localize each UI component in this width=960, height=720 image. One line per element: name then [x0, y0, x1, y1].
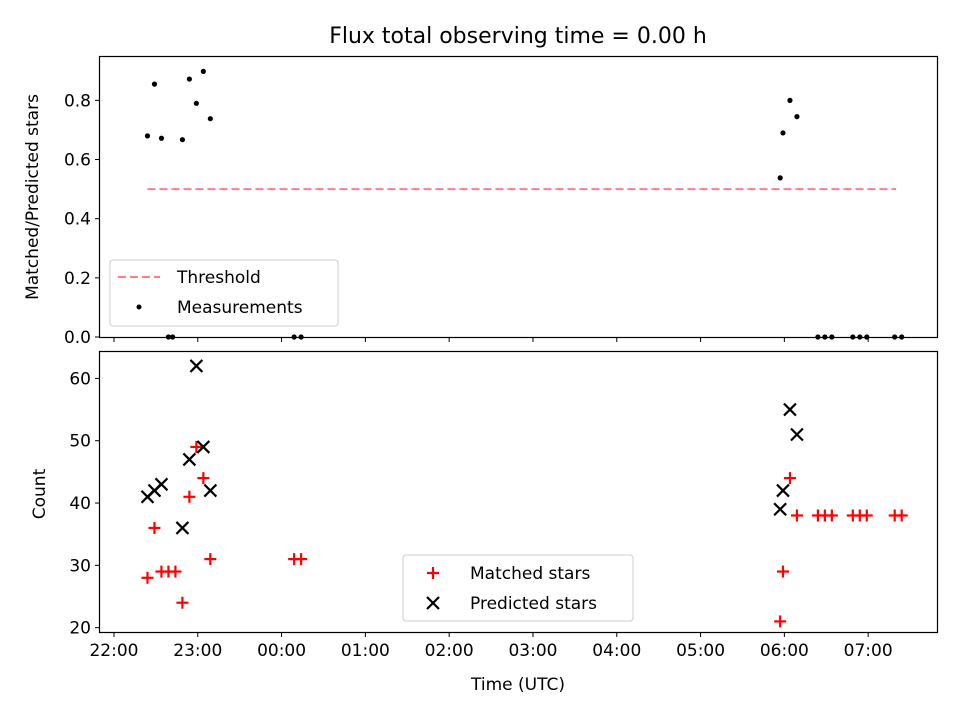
predicted-star-point	[776, 483, 790, 498]
predicted-star-point	[203, 483, 218, 498]
predicted-star-point	[773, 502, 787, 517]
x-tick-label: 06:00	[760, 641, 809, 661]
matched-star-point	[176, 596, 189, 609]
measurements-legend-label: Measurements	[177, 298, 303, 318]
bottom-y-axis-label: Count	[30, 468, 50, 519]
top-y-tick-label: 0.4	[64, 210, 91, 230]
measurement-point	[144, 133, 151, 139]
measurement-point	[777, 175, 783, 181]
predicted-legend-symbol	[426, 596, 440, 610]
measurement-point	[186, 76, 192, 82]
matched-star-point	[783, 472, 796, 485]
measurement-point	[151, 81, 158, 87]
measurement-point	[158, 135, 165, 141]
x-tick-label: 04:00	[592, 641, 641, 661]
x-tick-label: 22:00	[89, 641, 138, 661]
matched-star-point	[860, 509, 873, 522]
matched-star-point	[295, 553, 308, 566]
matched-star-point	[148, 521, 161, 534]
bottom-legend-box	[402, 554, 634, 622]
top-y-tick-label: 0.2	[64, 269, 91, 289]
x-tick-label: 05:00	[676, 641, 725, 661]
matched-star-point	[895, 509, 908, 522]
matched-star-point	[776, 565, 789, 578]
predicted-star-point	[790, 427, 804, 442]
x-tick-label: 01:00	[341, 641, 390, 661]
measurement-point	[179, 137, 186, 143]
x-tick-label: 00:00	[257, 641, 306, 661]
top-y-axis-label: Matched/Predicted stars	[23, 94, 43, 300]
predicted-star-point	[182, 452, 197, 467]
top-y-tick-label: 0.6	[64, 151, 91, 171]
predicted-star-point	[154, 477, 169, 492]
predicted-star-point	[175, 521, 190, 535]
matched-star-point	[141, 571, 154, 584]
x-tick-label: 02:00	[425, 641, 474, 661]
matched-star-point	[183, 490, 196, 503]
x-tick-label: 03:00	[508, 641, 557, 661]
matched-star-point	[790, 509, 803, 522]
top-plot-frame	[98, 55, 939, 339]
bottom-y-tick-label: 30	[69, 556, 91, 576]
x-tick-label: 07:00	[844, 641, 893, 661]
top-y-tick-label: 0.0	[64, 328, 91, 348]
predicted-star-point	[196, 440, 211, 454]
bottom-y-tick-label: 60	[69, 369, 91, 389]
predicted-star-point	[189, 359, 204, 373]
matched-star-point	[774, 615, 787, 628]
matched-legend-label: Matched stars	[470, 564, 590, 584]
measurement-point	[780, 130, 786, 136]
predicted-legend-label: Predicted stars	[470, 594, 597, 614]
top-legend-box	[109, 259, 339, 327]
x-axis-label: Time (UTC)	[470, 675, 565, 695]
measurement-point	[787, 97, 793, 103]
x-tick-label: 23:00	[173, 641, 222, 661]
top-y-tick-label: 0.8	[64, 91, 91, 111]
matched-star-point	[825, 509, 838, 522]
threshold-legend-label: Threshold	[176, 268, 261, 288]
predicted-star-point	[783, 402, 797, 417]
measurement-point	[193, 100, 199, 106]
top-legend: Threshold Measurements	[109, 259, 339, 327]
measurement-point	[207, 116, 213, 122]
measurement-point	[794, 114, 800, 120]
bottom-y-tick-label: 50	[69, 432, 91, 452]
measurement-point	[200, 68, 206, 74]
matched-star-point	[169, 565, 182, 578]
top-plot-area: 0.0 0.2 0.4 0.6 0.8	[64, 68, 905, 348]
bottom-y-tick-label: 40	[69, 494, 91, 514]
matched-star-point	[190, 440, 203, 453]
bottom-legend: Matched stars Predicted stars	[402, 554, 634, 622]
bottom-plot-frame	[98, 350, 939, 634]
matched-star-point	[204, 553, 217, 566]
chart-title: Flux total observing time = 0.00 h	[329, 24, 707, 49]
bottom-y-tick-label: 20	[69, 619, 91, 639]
matched-legend-symbol	[427, 567, 439, 579]
bottom-plot-area: 20 30 40 50 60 22:00 23:00 00:00 01:00 02:00 03:00…	[69, 359, 908, 661]
measurements-legend-symbol	[136, 304, 142, 310]
matched-star-point	[197, 472, 210, 485]
